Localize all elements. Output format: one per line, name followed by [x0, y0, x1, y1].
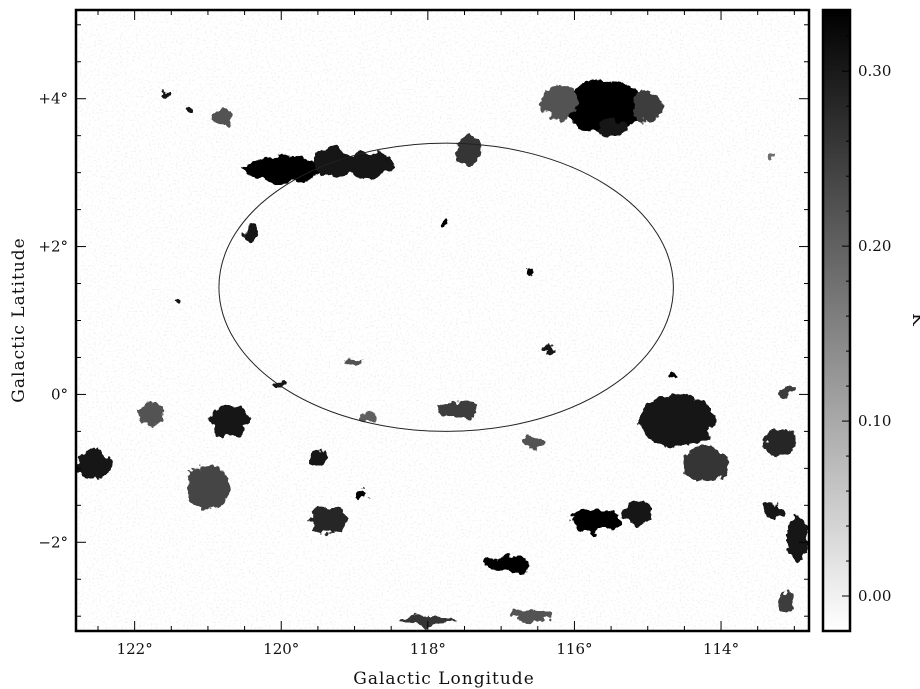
- y-axis-title: Galactic Latitude: [9, 237, 29, 402]
- emission-features: [76, 80, 809, 625]
- emission-feature: [172, 298, 185, 306]
- x-tick-label: 118°: [410, 640, 446, 658]
- emission-feature: [441, 219, 451, 230]
- region-ellipse: [218, 142, 674, 432]
- heatmap-area: [76, 10, 809, 631]
- y-tick-label: +2°: [38, 238, 68, 256]
- emission-feature: [76, 449, 113, 480]
- emission-feature: [781, 384, 793, 397]
- emission-feature: [668, 371, 678, 381]
- emission-feature: [398, 615, 458, 625]
- emission-feature: [209, 404, 251, 437]
- y-tick-label: 0°: [51, 385, 68, 403]
- colorbar-label: K: [908, 313, 920, 327]
- colorbar-tick-label: 0.20: [858, 237, 891, 255]
- emission-feature: [213, 108, 232, 127]
- emission-feature: [310, 448, 326, 467]
- emission-feature: [185, 464, 230, 510]
- colorbar-tick-label: 0.00: [858, 587, 891, 605]
- emission-feature: [134, 401, 164, 424]
- emission-feature: [314, 146, 351, 177]
- emission-feature: [508, 610, 553, 623]
- colorbar-tick-label: 0.10: [858, 412, 891, 430]
- x-axis-title: Galactic Longitude: [353, 669, 535, 689]
- y-tick-label: −2°: [38, 533, 68, 551]
- x-tick-label: 116°: [556, 640, 592, 658]
- x-tick-label: 122°: [117, 640, 153, 658]
- emission-feature: [343, 151, 395, 179]
- emission-feature: [244, 222, 260, 241]
- noise-texture: [76, 10, 809, 631]
- emission-feature: [684, 446, 729, 484]
- emission-feature: [763, 501, 782, 517]
- emission-feature: [622, 501, 652, 524]
- x-tick-label: 120°: [263, 640, 299, 658]
- emission-feature: [438, 400, 476, 419]
- colorbar-tick-label: 0.30: [858, 62, 891, 80]
- y-tick-label: +4°: [38, 90, 68, 108]
- emission-feature: [347, 357, 362, 365]
- emission-feature: [570, 509, 623, 532]
- x-tick-label: 114°: [703, 640, 739, 658]
- emission-feature: [543, 345, 554, 355]
- colorbar: 0.00 0.10 0.20 0.30 K: [821, 8, 920, 633]
- emission-feature: [526, 268, 535, 277]
- emission-feature: [310, 506, 348, 534]
- colorbar-gradient: [823, 10, 850, 631]
- emission-feature: [633, 89, 663, 123]
- emission-feature: [356, 489, 368, 500]
- emission-feature: [563, 80, 645, 132]
- emission-feature: [360, 412, 378, 422]
- emission-feature: [640, 394, 714, 447]
- emission-feature: [185, 106, 195, 114]
- x-axis-ticks: 122° 120° 118° 116° 114°: [97, 10, 795, 658]
- emission-feature: [523, 436, 546, 449]
- emission-feature: [787, 516, 809, 561]
- colorbar-frame: [821, 8, 852, 633]
- emission-feature: [486, 555, 531, 574]
- y-axis-ticks: −2° 0° +2° +4°: [38, 24, 809, 617]
- emission-feature: [541, 83, 579, 121]
- colorbar-ticks: 0.00 0.10 0.20 0.30: [842, 35, 891, 605]
- emission-feature: [768, 151, 777, 164]
- emission-feature: [160, 91, 168, 99]
- emission-feature: [779, 590, 795, 613]
- emission-feature: [765, 427, 795, 458]
- emission-feature: [596, 119, 626, 138]
- emission-feature: [244, 155, 326, 183]
- emission-feature: [454, 135, 482, 166]
